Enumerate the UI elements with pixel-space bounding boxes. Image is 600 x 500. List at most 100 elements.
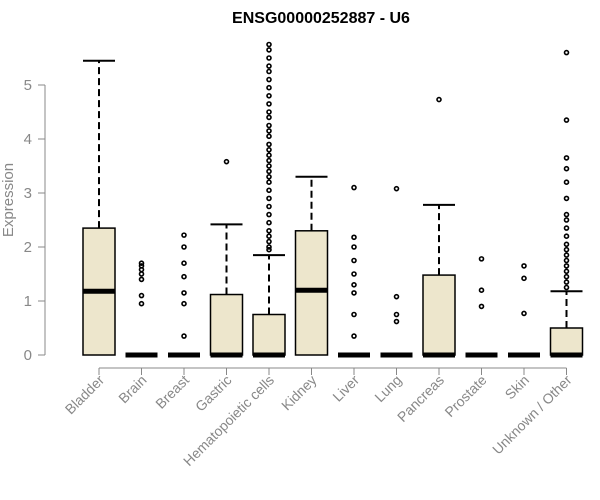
y-axis-label: Expression: [0, 163, 17, 237]
box-gastric: [209, 158, 244, 358]
outlier-point: [266, 128, 272, 134]
box-liver: [338, 184, 370, 358]
outlier-point: [266, 187, 272, 194]
outlier-point: [563, 155, 570, 161]
outlier-point: [563, 279, 570, 285]
outlier-point: [181, 244, 187, 250]
outlier-point: [266, 219, 272, 226]
outlier-point: [563, 211, 570, 218]
y-tick-label: 4: [24, 131, 32, 148]
x-category-label: Skin: [502, 372, 533, 403]
outlier-point: [351, 333, 357, 339]
outlier-point: [563, 179, 570, 185]
outlier-point: [478, 287, 485, 294]
x-category-label: Liver: [329, 372, 362, 405]
boxes-group: [82, 41, 584, 358]
box-skin: [508, 263, 540, 358]
outlier-point: [266, 68, 272, 75]
outlier-point: [351, 281, 357, 288]
outlier-point: [138, 263, 145, 269]
outlier-point: [266, 238, 272, 245]
outlier-point: [266, 55, 272, 61]
box-rect: [209, 293, 244, 356]
outlier-point: [266, 174, 272, 180]
outlier-point: [393, 318, 400, 325]
outlier-point: [266, 41, 272, 48]
outlier-point: [393, 185, 400, 192]
outlier-point: [563, 233, 570, 239]
x-category-label: Prostate: [441, 372, 489, 420]
outlier-point: [563, 165, 570, 172]
box-rect: [422, 274, 456, 356]
outlier-point: [351, 257, 357, 264]
outlier-point: [266, 84, 272, 91]
outlier-point: [138, 260, 145, 267]
x-category-label: Unknown / Other: [489, 372, 575, 458]
outlier-point: [351, 290, 357, 296]
outlier-point: [563, 268, 570, 275]
outlier-point: [266, 246, 272, 253]
outlier-point: [138, 276, 145, 283]
outlier-point: [266, 244, 272, 250]
outlier-point: [436, 96, 442, 103]
outlier-point: [181, 333, 187, 339]
outlier-point: [563, 252, 570, 258]
outlier-point: [266, 195, 272, 202]
outlier-point: [266, 179, 272, 185]
y-tick-label: 3: [24, 185, 32, 202]
box-pancreas: [422, 96, 456, 358]
outlier-point: [266, 141, 272, 148]
outlier-point: [266, 147, 272, 153]
outlier-point: [266, 233, 272, 239]
y-axis: 0 1 2 3 4 5: [24, 77, 46, 364]
x-category-label: Kidney: [278, 372, 320, 414]
outlier-point: [138, 300, 145, 307]
outlier-point: [266, 133, 272, 140]
outlier-point: [266, 63, 272, 69]
outlier-point: [351, 271, 357, 277]
outlier-point: [266, 203, 272, 210]
outlier-point: [521, 310, 527, 317]
box-kidney: [294, 175, 329, 356]
y-tick-label: 5: [24, 77, 32, 94]
box-bladder: [82, 59, 116, 356]
outlier-point: [351, 184, 357, 191]
outlier-point: [266, 93, 272, 99]
outlier-point: [351, 244, 357, 250]
x-category-label: Brain: [115, 372, 149, 406]
box-breast: [168, 232, 200, 358]
outlier-point: [266, 114, 272, 121]
outlier-point: [266, 152, 272, 158]
outlier-point: [181, 273, 187, 280]
box-unknown-other: [549, 49, 584, 358]
outlier-point: [563, 49, 570, 56]
outlier-point: [393, 293, 400, 300]
outlier-point: [521, 275, 527, 282]
outlier-point: [181, 260, 187, 267]
y-tick-label: 1: [24, 293, 32, 310]
box-hematopoietic-cells: [252, 41, 286, 358]
outlier-point: [266, 157, 272, 164]
outlier-point: [563, 117, 570, 123]
chart-title: ENSG00000252887 - U6: [232, 10, 410, 27]
outlier-point: [181, 232, 187, 238]
x-category-label: Lung: [371, 372, 404, 405]
outlier-point: [266, 76, 272, 83]
outlier-point: [138, 271, 145, 277]
outlier-point: [563, 241, 570, 248]
x-category-label: Pancreas: [394, 372, 447, 425]
outlier-point: [266, 228, 272, 234]
outlier-point: [521, 263, 527, 269]
y-tick-label: 2: [24, 239, 32, 256]
outlier-point: [266, 163, 272, 169]
box-lung: [380, 185, 413, 358]
outlier-point: [393, 311, 400, 318]
x-category-label: Bladder: [62, 372, 108, 418]
outlier-point: [266, 168, 272, 175]
outlier-point: [478, 303, 485, 310]
outlier-point: [266, 109, 272, 115]
outlier-point: [563, 257, 570, 264]
box-prostate: [465, 256, 498, 358]
